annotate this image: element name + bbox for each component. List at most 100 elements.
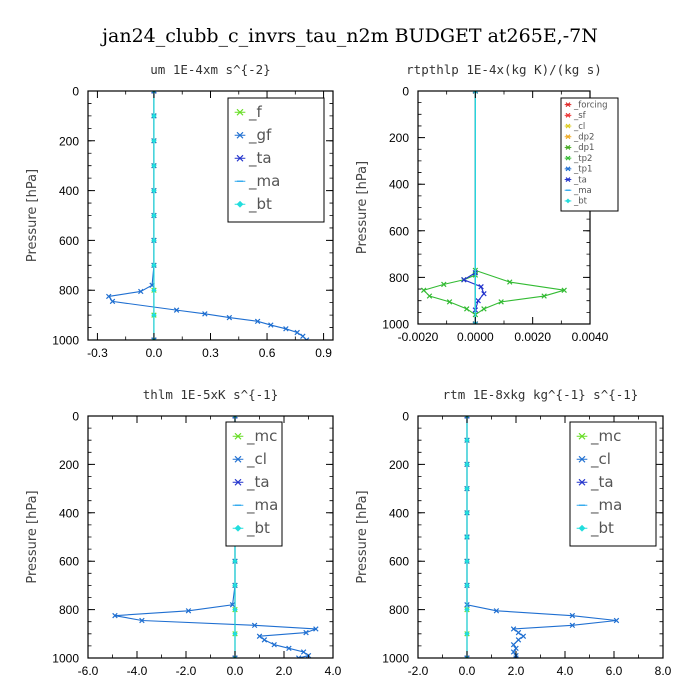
- data-point: [493, 608, 500, 614]
- x-tick-label: 0.0000: [457, 330, 494, 344]
- data-point: [421, 287, 427, 293]
- legend-label: _ta: [246, 473, 270, 492]
- data-point: [481, 306, 487, 312]
- legend: _forcing_sf_cl_dp2_dp1_tp2_tp1_ta_ma_bt: [560, 97, 619, 212]
- legend-marker: [565, 102, 571, 108]
- legend-label: _cl: [590, 450, 611, 469]
- legend-label: _f: [248, 103, 263, 122]
- y-tick-label: 400: [59, 184, 79, 198]
- x-tick-label: -0.0020: [398, 330, 439, 344]
- legend-marker: [234, 478, 242, 486]
- data-point: [151, 237, 157, 244]
- figure-title: jan24_clubb_c_invrs_tau_n2m BUDGET at265…: [100, 25, 598, 47]
- legend-label: _bt: [246, 519, 270, 538]
- x-tick-label: 6.0: [606, 664, 623, 678]
- legend-label: _ma: [573, 186, 592, 196]
- data-point: [475, 297, 481, 304]
- data-point: [109, 298, 116, 305]
- x-tick-label: -2.0: [176, 664, 197, 678]
- data-point: [541, 293, 547, 299]
- data-point: [464, 510, 470, 516]
- series-line-tp2: [422, 269, 565, 316]
- legend-marker: [565, 123, 571, 129]
- y-tick-label: 800: [389, 271, 409, 285]
- data-point: [478, 283, 484, 290]
- legend-box: [225, 421, 283, 547]
- series-group: [112, 416, 319, 658]
- data-point: [232, 582, 238, 589]
- x-tick-label: -2.0: [408, 664, 429, 678]
- legend-label: _dp1: [573, 143, 594, 153]
- y-tick-label: 600: [59, 234, 79, 248]
- data-point: [229, 602, 236, 608]
- data-point: [112, 612, 118, 619]
- x-tick-label: -6.0: [78, 664, 99, 678]
- data-point: [472, 91, 479, 94]
- data-point: [185, 608, 192, 614]
- legend-label: _dp2: [573, 133, 594, 143]
- legend-marker: [578, 524, 586, 532]
- data-point: [138, 288, 144, 295]
- data-point: [313, 626, 319, 632]
- legend-label: _ta: [590, 473, 614, 492]
- legend-marker: [578, 455, 586, 463]
- data-point: [464, 534, 470, 540]
- data-point: [510, 626, 517, 632]
- data-point: [461, 277, 467, 283]
- panels: um 1E-4xm s^{-2} Pressure [hPa] 0 200 400 600…: [25, 62, 672, 678]
- y-tick-label: 400: [59, 506, 79, 520]
- data-point: [472, 321, 479, 324]
- y-tick-label: 1000: [52, 652, 79, 666]
- x-tick-label: 4.0: [325, 664, 342, 678]
- series-group: [464, 416, 620, 658]
- x-tick-label: 0.0040: [572, 330, 609, 344]
- legend-label: _cl: [573, 122, 585, 132]
- data-point: [510, 641, 517, 648]
- data-point: [507, 279, 513, 285]
- legend-label: _tp1: [573, 165, 592, 175]
- data-point: [300, 649, 307, 655]
- data-point: [232, 655, 238, 658]
- data-point: [464, 606, 470, 613]
- x-tick-label: 8.0: [655, 664, 672, 678]
- x-tick-label: 0.0: [146, 346, 163, 360]
- data-point: [232, 606, 238, 613]
- x-tick-label: 4.0: [557, 664, 574, 678]
- y-tick-label: 800: [59, 284, 79, 298]
- legend-label: _ta: [573, 175, 587, 185]
- data-point: [139, 617, 145, 624]
- x-tick-label: 0.9: [315, 346, 332, 360]
- data-point: [151, 138, 157, 144]
- y-tick-label: 800: [389, 603, 409, 617]
- legend-marker: [234, 455, 242, 463]
- legend-label: _bt: [573, 197, 588, 207]
- data-point: [151, 287, 157, 293]
- x-tick-label: -0.3: [87, 346, 108, 360]
- legend-label: _mc: [246, 427, 277, 446]
- data-point: [464, 306, 470, 312]
- data-point: [303, 629, 309, 636]
- legend-label: _bt: [248, 195, 272, 214]
- data-point: [173, 307, 180, 313]
- legend-marker: [565, 166, 571, 172]
- legend-box: [560, 97, 619, 212]
- data-point: [569, 612, 576, 619]
- data-point: [426, 293, 433, 299]
- legend-marker: [236, 200, 244, 208]
- data-point: [232, 631, 238, 637]
- y-tick-label: 1000: [52, 334, 79, 348]
- y-tick-label: 600: [389, 224, 409, 238]
- data-point: [151, 337, 157, 340]
- data-point: [441, 281, 447, 288]
- x-tick-label: -4.0: [127, 664, 148, 678]
- legend-marker: [236, 108, 244, 116]
- x-tick-label: 0.0020: [514, 330, 551, 344]
- y-tick-label: 0: [72, 85, 79, 99]
- data-point: [261, 637, 268, 643]
- legend-label: _forcing: [573, 100, 608, 110]
- y-tick-label: 0: [402, 85, 409, 99]
- data-point: [569, 622, 576, 629]
- legend: _mc _cl _ta _ma _bt: [225, 421, 283, 547]
- legend-label: _bt: [590, 519, 614, 538]
- data-point: [464, 558, 470, 564]
